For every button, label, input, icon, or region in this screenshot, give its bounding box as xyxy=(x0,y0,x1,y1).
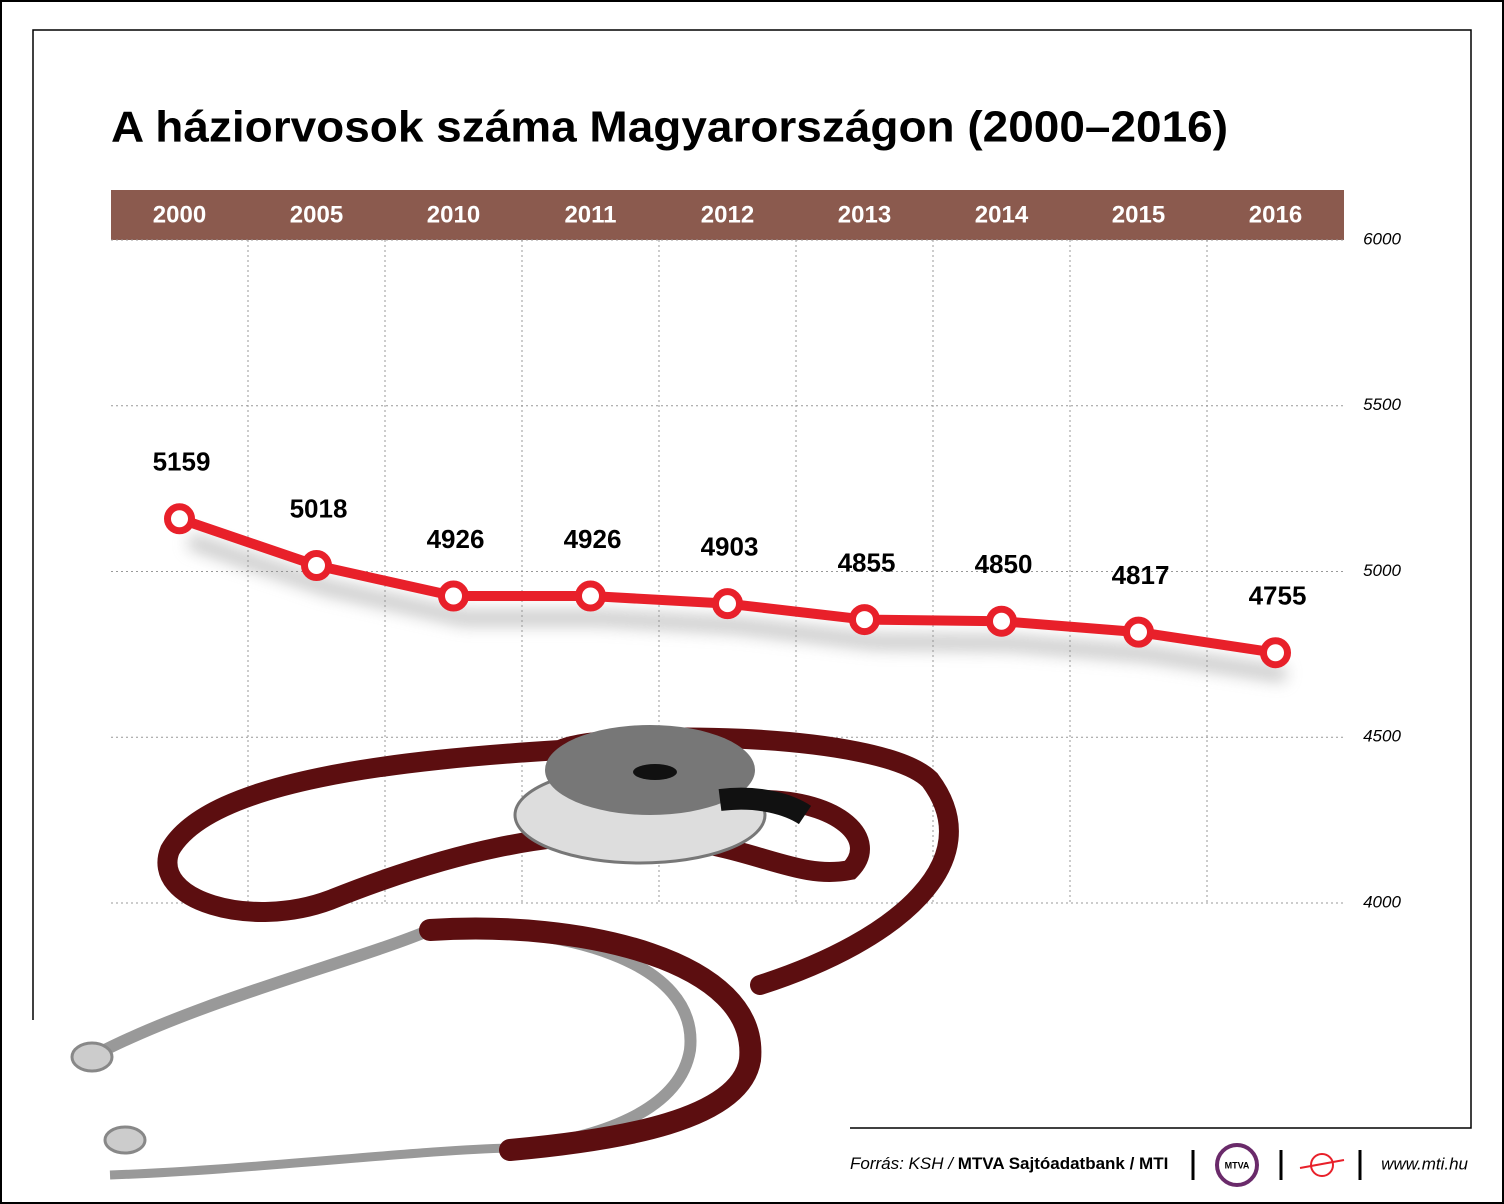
header-band xyxy=(111,190,1344,240)
y-tick-label: 5500 xyxy=(1363,395,1401,414)
x-tick-label: 2014 xyxy=(975,201,1029,228)
source: Forrás: KSH / MTVA Sajtóadatbank / MTI xyxy=(850,1154,1168,1173)
mti-logo-line xyxy=(1299,1159,1345,1169)
source-url: www.mti.hu xyxy=(1381,1154,1468,1173)
point xyxy=(164,503,195,535)
point xyxy=(575,580,606,612)
point xyxy=(1123,616,1154,648)
logo-text: MTVA xyxy=(1225,1160,1250,1170)
data-label: 5018 xyxy=(290,493,348,523)
point xyxy=(986,605,1017,637)
x-tick-label: 2016 xyxy=(1249,201,1302,228)
point xyxy=(301,550,332,582)
logo-ring xyxy=(1215,1143,1259,1187)
footer: Forrás: KSH / MTVA Sajtóadatbank / MTI M… xyxy=(850,1143,1469,1187)
y-tick-label: 4500 xyxy=(1363,727,1401,746)
x-tick-label: 2012 xyxy=(701,201,754,228)
stethoscope-illustration xyxy=(70,725,959,1180)
source-prefix: Forrás: KSH / xyxy=(850,1154,955,1173)
x-tick-label: 2000 xyxy=(153,201,206,228)
x-tick-label: 2013 xyxy=(838,201,891,228)
data-label: 4926 xyxy=(427,524,485,554)
x-tick-label: 2005 xyxy=(290,201,343,228)
x-tick-label: 2010 xyxy=(427,201,480,228)
x-tick-label: 2015 xyxy=(1112,201,1165,228)
point xyxy=(849,604,880,636)
data-label: 4817 xyxy=(1112,560,1170,590)
data-label: 5159 xyxy=(153,447,211,477)
source-agencies: MTVA Sajtóadatbank / MTI xyxy=(958,1154,1169,1173)
data-label: 4755 xyxy=(1249,581,1307,611)
data-label: 4926 xyxy=(564,524,622,554)
y-tick-label: 4000 xyxy=(1363,892,1401,911)
data-label: 4850 xyxy=(975,549,1033,579)
y-tick-label: 5000 xyxy=(1363,561,1401,580)
data-label: 4855 xyxy=(838,547,896,577)
line-shadow xyxy=(187,534,1287,682)
point xyxy=(438,580,469,612)
x-tick-label: 2011 xyxy=(564,201,616,228)
point xyxy=(712,588,743,620)
chart-title: A háziorvosok száma Magyarországon (2000… xyxy=(111,103,1228,152)
y-tick-label: 6000 xyxy=(1363,229,1401,248)
point xyxy=(1260,637,1291,669)
inner-frame xyxy=(32,29,1472,1129)
data-label: 4903 xyxy=(701,532,759,562)
